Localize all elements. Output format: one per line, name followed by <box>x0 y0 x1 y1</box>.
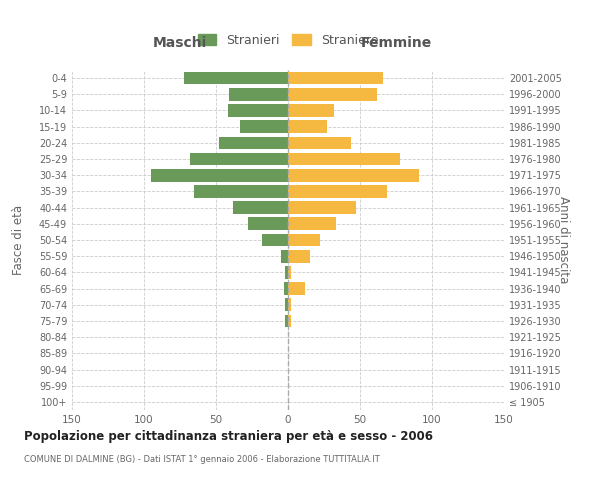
Bar <box>288 282 305 295</box>
Text: Anni di nascita: Anni di nascita <box>557 196 571 284</box>
Bar <box>194 185 288 198</box>
Bar <box>151 169 288 181</box>
Text: Femmine: Femmine <box>361 36 431 50</box>
Bar <box>190 152 288 166</box>
Bar <box>288 120 327 133</box>
Bar <box>288 185 388 198</box>
Text: Popolazione per cittadinanza straniera per età e sesso - 2006: Popolazione per cittadinanza straniera p… <box>24 430 433 443</box>
Bar <box>288 104 334 117</box>
Bar <box>288 202 356 214</box>
Bar <box>288 314 291 328</box>
Bar <box>184 72 288 85</box>
Bar <box>288 218 335 230</box>
Bar <box>227 104 288 117</box>
Text: COMUNE DI DALMINE (BG) - Dati ISTAT 1° gennaio 2006 - Elaborazione TUTTITALIA.IT: COMUNE DI DALMINE (BG) - Dati ISTAT 1° g… <box>24 455 380 464</box>
Bar <box>248 218 288 230</box>
Bar <box>288 136 352 149</box>
Legend: Stranieri, Straniere: Stranieri, Straniere <box>193 28 383 52</box>
Bar <box>285 266 288 278</box>
Bar <box>285 314 288 328</box>
Text: Maschi: Maschi <box>153 36 207 50</box>
Bar <box>288 250 310 262</box>
Bar <box>285 298 288 311</box>
Bar <box>233 202 288 214</box>
Bar <box>288 88 377 101</box>
Bar <box>288 72 383 85</box>
Bar <box>288 298 291 311</box>
Bar <box>281 250 288 262</box>
Bar <box>219 136 288 149</box>
Bar <box>284 282 288 295</box>
Bar <box>241 120 288 133</box>
Bar <box>288 266 291 278</box>
Bar <box>288 152 400 166</box>
Bar <box>229 88 288 101</box>
Text: Fasce di età: Fasce di età <box>11 205 25 275</box>
Bar <box>262 234 288 246</box>
Bar <box>288 234 320 246</box>
Bar <box>288 169 419 181</box>
